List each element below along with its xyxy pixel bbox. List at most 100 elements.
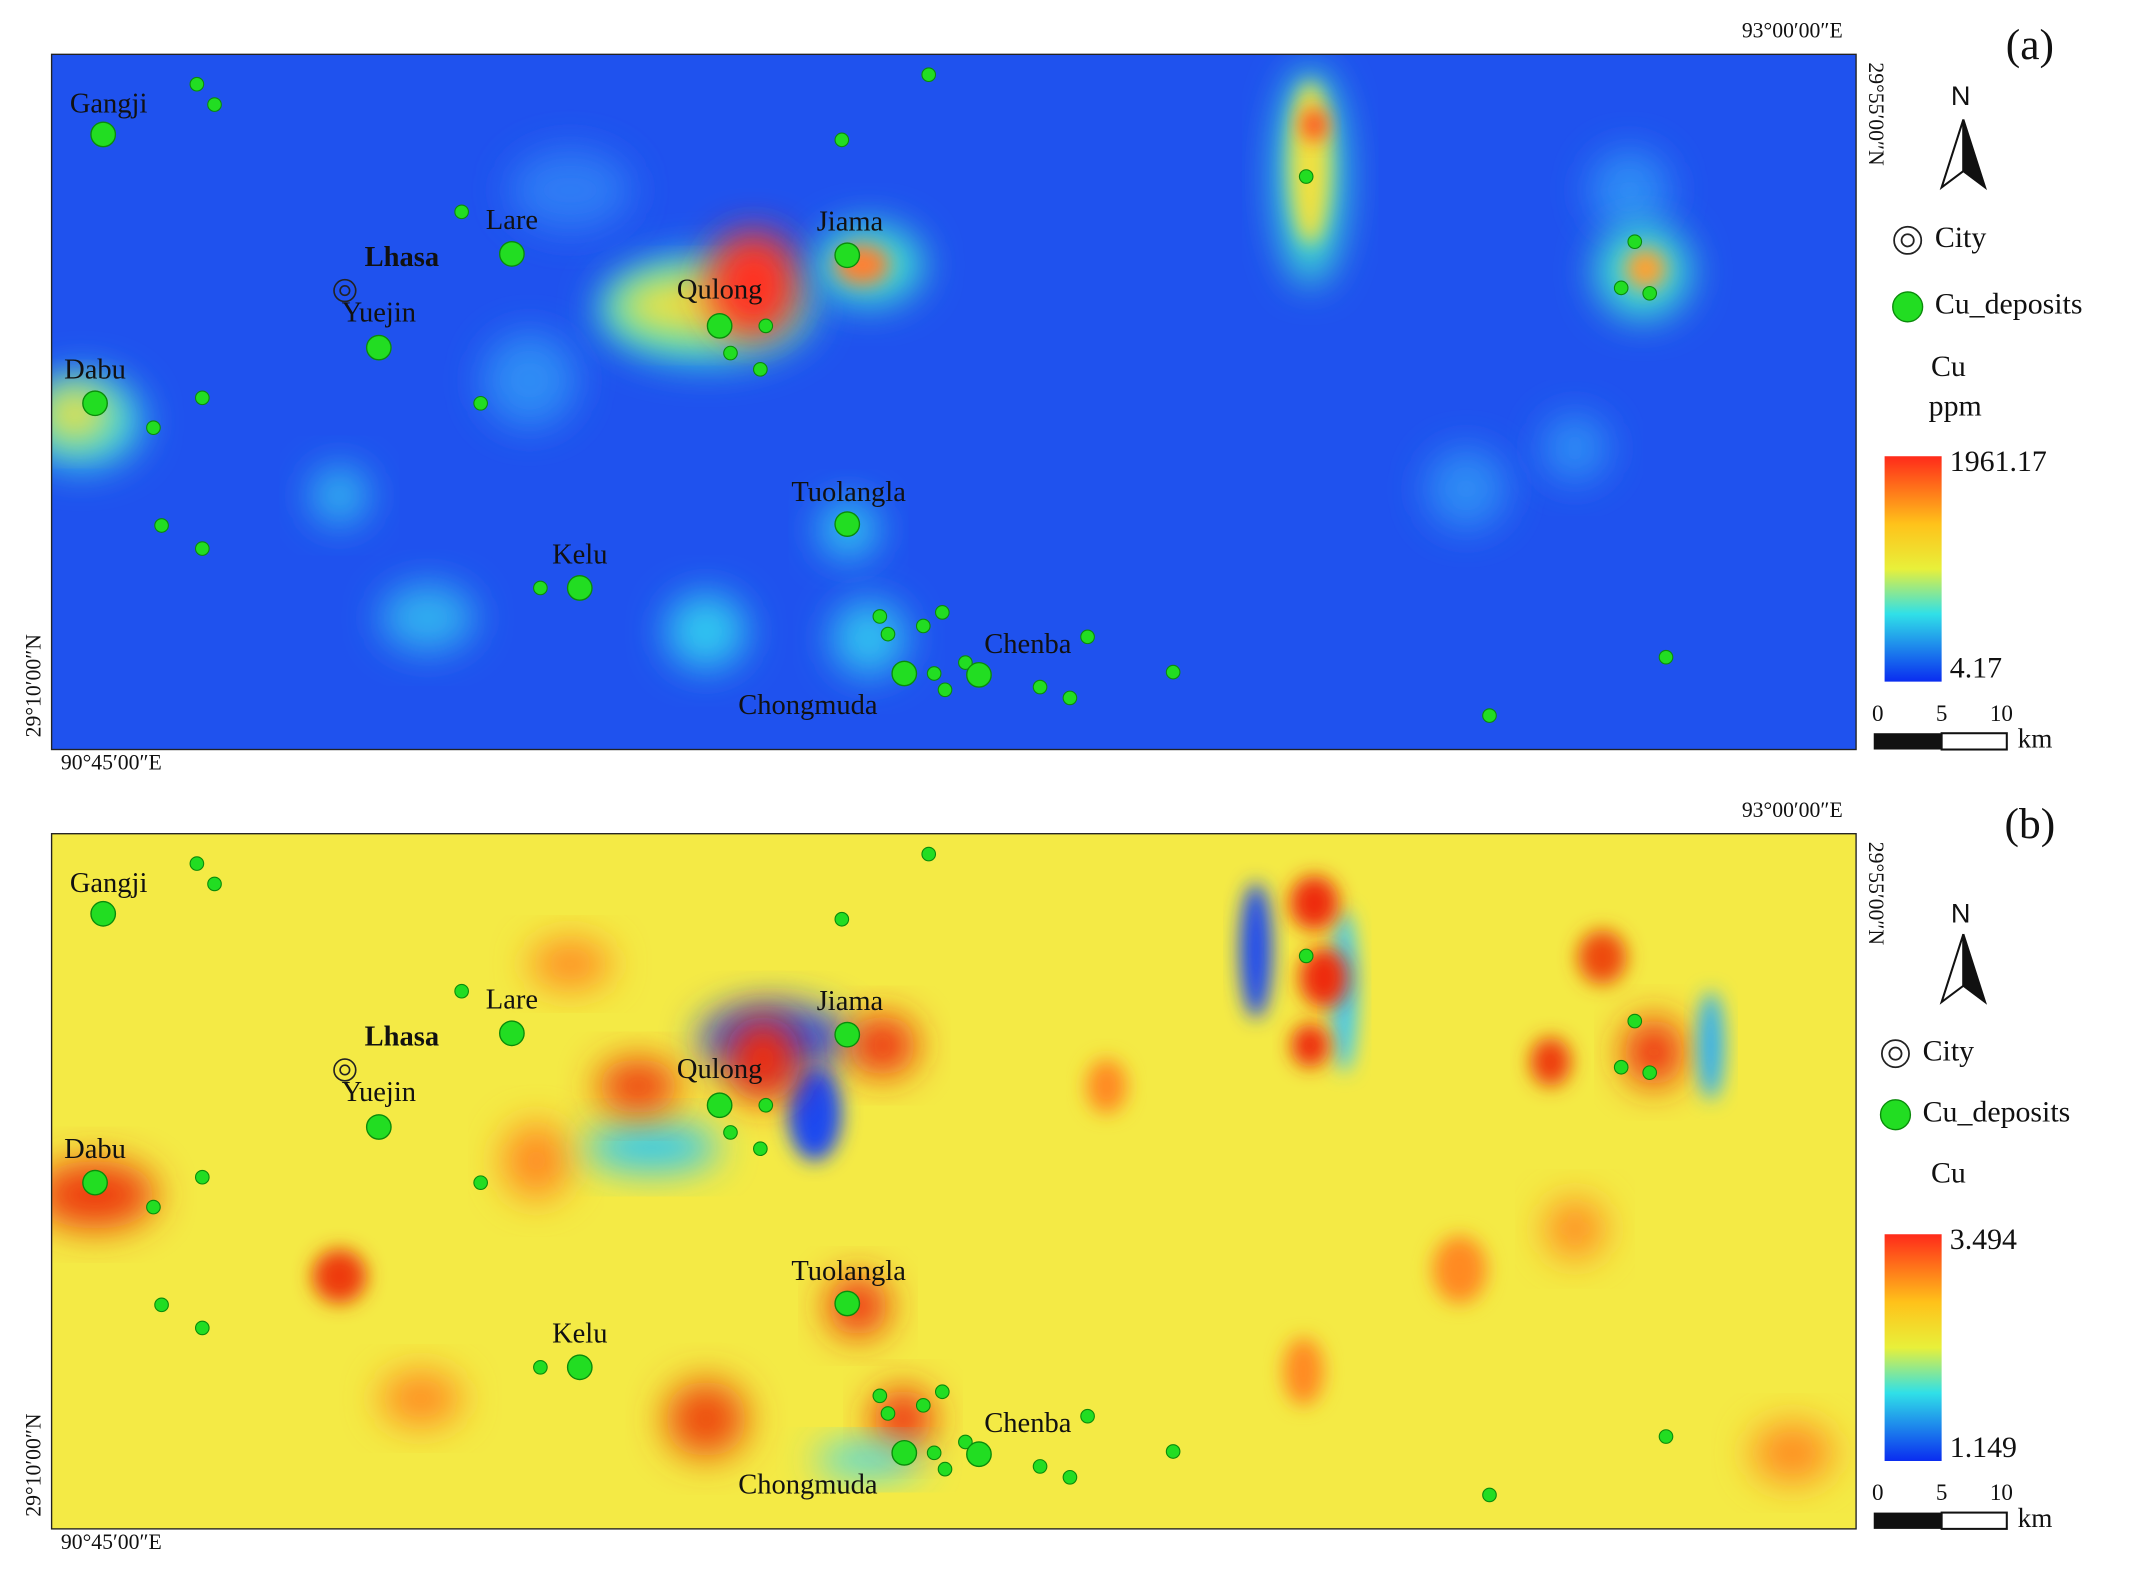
heatmap-blob [1425,448,1508,530]
legend-variable: Cu [1931,1157,1966,1190]
place-label: Chenba [984,1408,1071,1439]
place-label: Yuejin [342,1077,416,1108]
heatmap-blob [1283,1337,1324,1406]
cu-deposit [1080,629,1095,645]
colorbar-min: 1.149 [1950,1431,2017,1464]
cu-deposit [891,1439,918,1466]
cu-deposit [473,1175,488,1190]
heatmap-blob [309,465,370,526]
cu-deposit [533,580,548,596]
cu-deposit [958,1434,973,1450]
legend-city-symbol [1900,233,1915,248]
map-panel: (b) 93°00′00″E 90°45′00″E 29°55′00″N 29°10′0… [21,798,2070,1554]
place-label: Qulong [677,274,763,305]
cu-deposit [1642,1065,1658,1081]
cu-deposit [82,1169,108,1196]
colorbar-max: 1961.17 [1950,445,2047,478]
heatmap-blob [1291,1023,1330,1068]
place-label: Gangji [70,868,148,899]
north-arrow [1939,933,1965,1005]
heatmap-blob [725,1015,802,1103]
heatmap-blob [1432,1235,1487,1304]
cu-deposit [90,900,117,927]
heatmap-blob [1239,882,1273,1019]
heatmap-blob [1541,414,1609,483]
scale-tick-label: 5 [1936,1479,1948,1505]
cu-deposit [926,1445,942,1461]
cu-deposit [1627,234,1643,250]
scale-tick-label: 10 [1990,700,2013,726]
cu-deposit [146,420,161,436]
cu-deposit [1658,1429,1674,1444]
scale-tick-label: 5 [1936,700,1948,726]
place-label: Lare [486,205,538,236]
legend-city-symbol [1893,225,1923,255]
cu-deposit [365,1114,392,1140]
cu-deposit [966,1441,992,1468]
cu-deposit [189,76,205,92]
map-panel: (a) 93°00′00″E 90°45′00″E 29°55′00″N 29°10′0… [21,19,2083,775]
cu-deposit [934,1384,950,1400]
heatmap-blob [502,1122,571,1199]
colorbar-max: 3.494 [1950,1223,2017,1256]
cu-deposit [194,390,210,406]
place-label: Dabu [64,355,126,386]
place-label: Kelu [552,539,607,570]
city-symbol [333,1058,357,1082]
cu-deposit [834,242,861,269]
heatmap-blob [597,1059,679,1114]
cu-deposit [566,575,593,601]
cu-deposit [834,511,861,538]
cu-deposit [1032,1459,1048,1474]
place-label: Gangji [70,88,148,119]
cu-deposit [872,1388,888,1404]
cu-deposit [926,666,942,681]
legend-deposits: Cu_deposits [1923,1096,2071,1129]
scale-bar [1873,1512,1942,1529]
scale-bar [1940,732,2008,751]
cu-deposit [189,856,205,871]
cu-deposit [880,1406,896,1421]
cu-deposit [194,1169,210,1185]
heatmap-blob [312,1249,367,1304]
heatmap-blob [1625,248,1666,290]
place-label: Yuejin [342,298,416,329]
north-arrow [1962,933,1988,1005]
cu-deposit [533,1359,548,1375]
heatmap-blob [1299,947,1349,1008]
place-label: Dabu [64,1134,126,1165]
heatmap-blob [830,600,907,677]
heatmap-blob [787,1065,842,1161]
north-label: N [1951,897,1971,928]
cu-deposit [753,362,768,377]
panel-label: (b) [2005,800,2056,848]
cu-deposit [207,97,222,112]
legend-deposits: Cu_deposits [1935,288,2083,321]
legend-variable: Cu [1931,350,1966,383]
heatmap-blob [51,1160,157,1229]
right-latitude: 29°55′00″N [1864,842,1888,946]
north-arrow [1939,119,1965,191]
place-label: Lhasa [365,1021,439,1052]
cu-deposit [834,1021,861,1048]
city-symbol [333,278,357,303]
cu-deposit [723,345,738,361]
heatmap-blob [1086,1059,1127,1114]
cu-deposit [937,1461,953,1477]
left-latitude: 29°10′00″N [21,1413,45,1517]
cu-deposit [937,682,953,698]
heatmap-blob [380,1371,462,1426]
heatmap-blob [380,583,476,652]
cu-deposit [1642,285,1658,301]
cu-deposit [934,605,950,620]
heatmap-blob [529,939,612,989]
panel-label: (a) [2006,21,2054,69]
cu-deposit [1165,1444,1181,1459]
heatmap-blob [1289,81,1331,245]
legend-deposit-symbol [1892,291,1924,323]
cu-deposit [154,1297,169,1313]
cu-deposit [194,541,210,556]
cu-deposit [1613,280,1629,296]
cu-deposit [834,1290,861,1317]
